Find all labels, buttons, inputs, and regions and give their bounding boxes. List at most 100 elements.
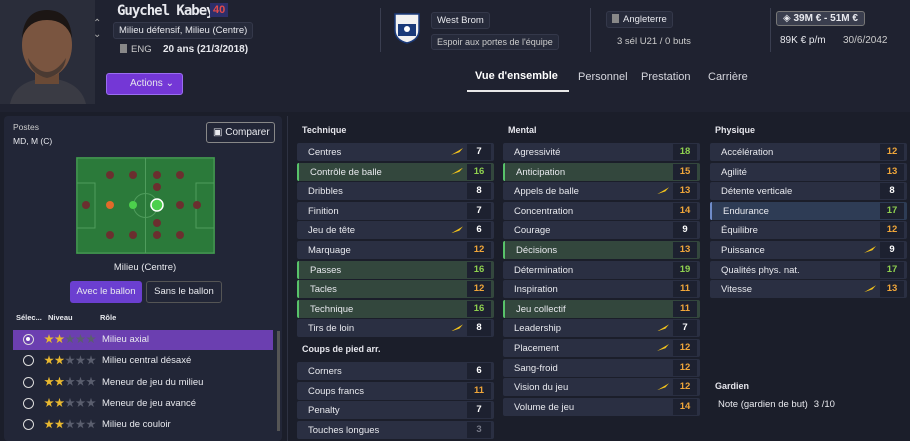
section-title: Gardien — [715, 381, 750, 391]
compare-button[interactable]: ▣ Comparer — [206, 122, 275, 143]
squad-number: 40 — [210, 3, 229, 17]
role-radio — [23, 376, 34, 388]
attribute-value: 17 — [880, 202, 904, 219]
attribute-row: Inspiration 11 — [503, 280, 700, 299]
transfer-value-text: 39M € - 51M € — [793, 13, 858, 24]
column-header: Sélec... — [16, 313, 42, 322]
star — [75, 397, 86, 407]
nation: ENG — [120, 44, 152, 55]
with-ball-button[interactable]: Avec le ballon — [70, 281, 142, 303]
attribute-row: Courage 9 — [503, 221, 700, 240]
header: ⌃ ⌄ Guychel Kabeya 40 Milieu défensif, Mi… — [0, 0, 910, 112]
attribute-name: Leadership — [514, 323, 562, 335]
attribute-name: Dribbles — [308, 186, 343, 198]
attribute-name: Finition — [308, 205, 339, 217]
star — [65, 334, 75, 344]
attribute-name: Jeu de tête — [308, 225, 356, 237]
positions-value: MD, M (C) — [13, 136, 53, 146]
trend-arrow — [451, 324, 463, 332]
attribute-row: Finition 7 — [297, 201, 494, 220]
attribute-value: 15 — [673, 163, 697, 180]
attribute-row: Sang-froid 12 — [503, 358, 700, 377]
attribute-name: Jeu collectif — [516, 303, 566, 315]
star — [44, 355, 54, 365]
attribute-value: 11 — [467, 382, 491, 399]
role-row[interactable]: Meneur de jeu du milieu — [13, 373, 273, 393]
attribute-row: Centres 7 — [297, 143, 494, 161]
attribute-name: Vitesse — [721, 284, 752, 296]
tab[interactable]: Vue d'ensemble — [475, 70, 558, 82]
attribute-value: 12 — [880, 222, 904, 239]
attribute-row: Jeu de tête 6 — [297, 221, 494, 240]
attribute-row: Puissance 9 — [710, 241, 907, 259]
attribute-name: Anticipation — [516, 166, 566, 178]
attribute-name: Concentration — [514, 205, 574, 217]
attribute-name: Coups francs — [308, 385, 364, 397]
attribute-name: Sang-froid — [514, 362, 558, 374]
role-name: Milieu axial — [102, 334, 149, 345]
attribute-value: 7 — [467, 144, 491, 160]
role-row[interactable]: Milieu axial — [13, 330, 273, 350]
attribute-value: 14 — [673, 398, 697, 415]
star — [54, 334, 65, 344]
actions-button[interactable]: Actions ⌄ — [106, 73, 183, 95]
star — [86, 419, 96, 429]
role-row[interactable]: Milieu central désaxé — [13, 351, 273, 371]
trend-arrow — [451, 167, 463, 175]
star — [44, 397, 54, 407]
tab-underline — [467, 90, 569, 92]
section-title: Mental — [508, 125, 537, 135]
attribute-name: Note (gardien de but) — [718, 399, 808, 410]
column-header: Rôle — [100, 313, 117, 322]
attribute-row: Penalty 7 — [297, 401, 494, 420]
trend-arrow — [864, 285, 876, 293]
role-row[interactable]: Meneur de jeu avancé — [13, 394, 273, 414]
role-name: Meneur de jeu avancé — [102, 397, 197, 409]
star — [65, 419, 75, 429]
compare-label: Comparer — [225, 127, 270, 138]
international-caps: 3 sél U21 / 0 buts — [617, 36, 691, 47]
attribute-value: 13 — [880, 281, 904, 298]
role-stars — [44, 376, 97, 390]
role-stars — [44, 355, 97, 368]
attribute-name: Marquage — [308, 245, 351, 256]
trend-arrow — [864, 246, 876, 253]
attribute-value: 13 — [673, 242, 697, 258]
star — [54, 419, 65, 429]
attribute-row: Anticipation 15 — [503, 162, 700, 181]
role-radio — [23, 397, 34, 409]
star — [86, 376, 96, 386]
attribute-row: Volume de jeu 14 — [503, 397, 700, 416]
star — [65, 397, 75, 407]
without-ball-button[interactable]: Sans le ballon — [146, 281, 222, 303]
attribute-name: Contrôle de balle — [310, 166, 382, 178]
tab[interactable]: Prestation — [641, 71, 691, 83]
trend-arrow — [657, 344, 669, 351]
attribute-row: Équilibre 12 — [710, 221, 907, 240]
attribute-value: 14 — [673, 202, 697, 219]
attribute-row: Leadership 7 — [503, 319, 700, 338]
attribute-name: Placement — [514, 343, 559, 354]
star — [75, 334, 86, 344]
attribute-value: 9 — [673, 222, 697, 239]
age: 20 ans (21/3/2018) — [163, 44, 249, 55]
attribute-row: Coups francs 11 — [297, 381, 494, 400]
player-positions: Milieu défensif, Milieu (Centre) — [113, 22, 254, 39]
attribute-value: 9 — [880, 242, 904, 258]
sort-arrows[interactable]: ⌃ ⌄ — [93, 18, 102, 40]
attribute-value: 16 — [467, 300, 491, 317]
attribute-name: Puissance — [721, 245, 765, 256]
tab[interactable]: Personnel — [578, 71, 628, 83]
role-stars — [44, 397, 97, 411]
attribute-value: 17 — [880, 261, 904, 278]
nationality-name: Angleterre — [623, 14, 667, 25]
tab[interactable]: Carrière — [708, 71, 748, 83]
role-row[interactable]: Milieu de couloir — [13, 415, 273, 435]
attribute-value: 6 — [467, 363, 491, 379]
attribute-value: 3 — [467, 421, 491, 438]
scrollbar[interactable] — [277, 331, 280, 431]
club-name[interactable]: West Brom — [431, 12, 490, 29]
player-photo — [0, 0, 95, 104]
attribute-row: Appels de balle 13 — [503, 182, 700, 201]
